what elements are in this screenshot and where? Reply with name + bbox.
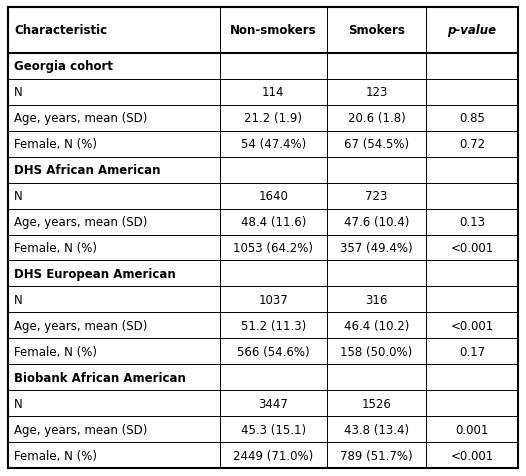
Text: DHS African American: DHS African American	[14, 164, 160, 177]
Text: 789 (51.7%): 789 (51.7%)	[340, 448, 413, 462]
Text: Female, N (%): Female, N (%)	[14, 241, 97, 255]
Text: 2449 (71.0%): 2449 (71.0%)	[233, 448, 313, 462]
Text: Characteristic: Characteristic	[14, 24, 107, 38]
Text: N: N	[14, 293, 23, 306]
Text: 0.001: 0.001	[456, 423, 489, 436]
Text: 723: 723	[365, 190, 388, 203]
Text: 0.13: 0.13	[459, 216, 485, 228]
Text: 0.17: 0.17	[459, 345, 485, 358]
Text: <0.001: <0.001	[450, 448, 494, 462]
Text: 123: 123	[365, 86, 388, 99]
Text: 51.2 (11.3): 51.2 (11.3)	[240, 319, 306, 332]
Text: Age, years, mean (SD): Age, years, mean (SD)	[14, 319, 147, 332]
Text: 46.4 (10.2): 46.4 (10.2)	[344, 319, 409, 332]
Text: 1526: 1526	[361, 397, 391, 410]
Text: 3447: 3447	[258, 397, 288, 410]
Text: 316: 316	[365, 293, 388, 306]
Text: Biobank African American: Biobank African American	[14, 371, 186, 384]
Text: Age, years, mean (SD): Age, years, mean (SD)	[14, 423, 147, 436]
Text: 0.72: 0.72	[459, 138, 485, 151]
Text: 43.8 (13.4): 43.8 (13.4)	[344, 423, 409, 436]
Text: N: N	[14, 190, 23, 203]
Text: 47.6 (10.4): 47.6 (10.4)	[344, 216, 409, 228]
Text: 45.3 (15.1): 45.3 (15.1)	[240, 423, 306, 436]
Text: <0.001: <0.001	[450, 241, 494, 255]
Text: Female, N (%): Female, N (%)	[14, 448, 97, 462]
Text: 1037: 1037	[258, 293, 288, 306]
Text: 48.4 (11.6): 48.4 (11.6)	[240, 216, 306, 228]
Text: 158 (50.0%): 158 (50.0%)	[340, 345, 412, 358]
Text: 20.6 (1.8): 20.6 (1.8)	[348, 112, 406, 125]
Text: Non-smokers: Non-smokers	[230, 24, 317, 38]
Text: p-value: p-value	[448, 24, 497, 38]
Text: Georgia cohort: Georgia cohort	[14, 60, 113, 73]
Text: <0.001: <0.001	[450, 319, 494, 332]
Text: 1640: 1640	[258, 190, 288, 203]
Text: Female, N (%): Female, N (%)	[14, 345, 97, 358]
Text: 1053 (64.2%): 1053 (64.2%)	[233, 241, 313, 255]
Text: 67 (54.5%): 67 (54.5%)	[344, 138, 409, 151]
Text: 0.85: 0.85	[459, 112, 485, 125]
Text: N: N	[14, 397, 23, 410]
Text: Age, years, mean (SD): Age, years, mean (SD)	[14, 216, 147, 228]
Text: Female, N (%): Female, N (%)	[14, 138, 97, 151]
Text: DHS European American: DHS European American	[14, 268, 176, 280]
Text: 357 (49.4%): 357 (49.4%)	[340, 241, 413, 255]
Text: 566 (54.6%): 566 (54.6%)	[237, 345, 309, 358]
Text: N: N	[14, 86, 23, 99]
Text: 21.2 (1.9): 21.2 (1.9)	[244, 112, 302, 125]
Text: Age, years, mean (SD): Age, years, mean (SD)	[14, 112, 147, 125]
Text: Smokers: Smokers	[348, 24, 405, 38]
Text: 114: 114	[262, 86, 285, 99]
Text: 54 (47.4%): 54 (47.4%)	[240, 138, 306, 151]
